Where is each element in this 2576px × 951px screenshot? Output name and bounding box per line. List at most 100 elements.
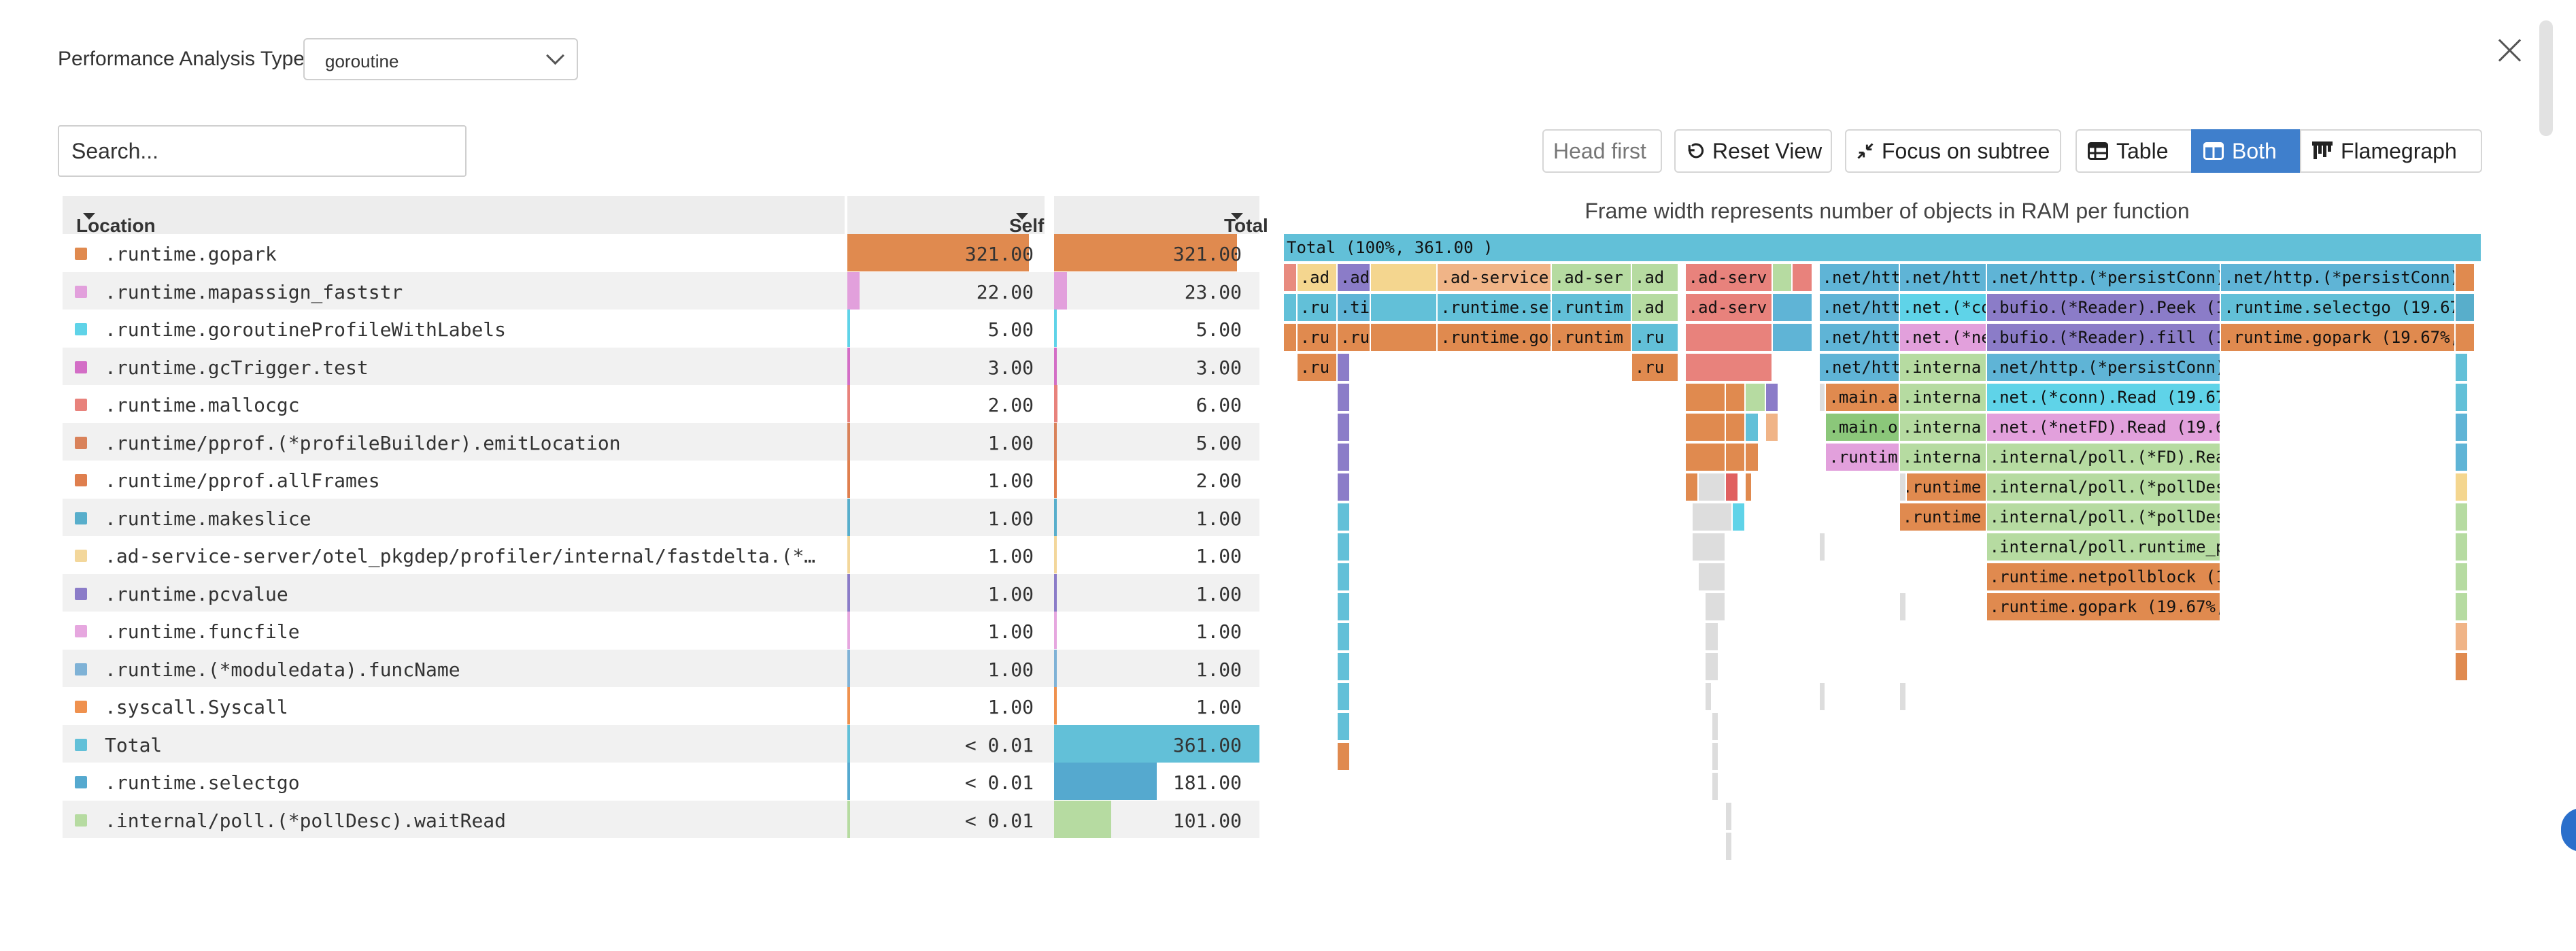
flame-frame[interactable]: .net/http xyxy=(1819,324,1900,352)
flame-frame[interactable] xyxy=(1899,473,1907,502)
flame-frame[interactable]: .ru xyxy=(1297,354,1338,382)
flame-frame[interactable] xyxy=(1706,683,1713,712)
flame-frame[interactable] xyxy=(2455,414,2469,442)
table-row[interactable]: .runtime.funcfile 1.00 1.00 xyxy=(63,612,1259,650)
flame-frame[interactable]: .runtime.sel xyxy=(1438,294,1552,322)
flame-frame[interactable]: .runtim xyxy=(1551,324,1632,352)
flame-frame[interactable]: .runtime.selectgo (19.67% xyxy=(2221,294,2456,322)
flame-frame[interactable] xyxy=(1725,444,1746,472)
flame-frame[interactable] xyxy=(1337,713,1351,741)
table-row[interactable]: .runtime.mapassign_faststr 22.00 23.00 xyxy=(63,271,1259,310)
flame-frame[interactable] xyxy=(1685,414,1726,442)
flame-frame[interactable] xyxy=(2455,593,2469,622)
flame-frame[interactable]: .ru xyxy=(1297,294,1338,322)
flame-frame[interactable] xyxy=(1692,533,1726,562)
flame-frame[interactable]: .ru xyxy=(1337,324,1371,352)
table-row[interactable]: .runtime.goroutineProfileWithLabels 5.00 5… xyxy=(63,310,1259,348)
flame-frame[interactable] xyxy=(1685,473,1699,502)
flame-frame[interactable] xyxy=(1725,803,1733,831)
flame-frame[interactable] xyxy=(1706,653,1719,682)
column-header-location[interactable]: Location xyxy=(63,196,845,236)
flame-frame[interactable] xyxy=(1370,324,1438,352)
flame-frame[interactable] xyxy=(1337,473,1351,502)
flame-frame[interactable]: .interna xyxy=(1899,444,1987,472)
flame-frame[interactable]: .runtime.netpollblock (19 xyxy=(1986,563,2222,592)
flame-frame[interactable] xyxy=(1712,773,1719,801)
flame-frame[interactable]: .net/http xyxy=(1819,264,1900,293)
scrollbar[interactable] xyxy=(2539,20,2553,136)
flame-frame[interactable]: .ru xyxy=(1631,324,1679,352)
flame-frame[interactable]: .ad-service- xyxy=(1438,264,1552,293)
view-both-button[interactable]: Both xyxy=(2191,129,2301,173)
flame-frame[interactable]: .ad xyxy=(1297,264,1338,293)
flame-frame[interactable] xyxy=(1725,384,1746,412)
flame-frame[interactable] xyxy=(1706,623,1719,652)
flame-frame[interactable] xyxy=(1337,444,1351,472)
flame-frame[interactable] xyxy=(2455,384,2469,412)
flame-frame[interactable] xyxy=(1370,294,1438,322)
flame-frame[interactable] xyxy=(1765,414,1780,442)
flame-frame[interactable] xyxy=(1699,563,1726,592)
flame-frame[interactable] xyxy=(2455,354,2469,382)
flame-frame[interactable] xyxy=(1706,593,1726,622)
table-row[interactable]: .runtime.gopark 321.00 321.00 xyxy=(63,234,1259,272)
flame-frame[interactable] xyxy=(1284,294,1298,322)
flame-frame[interactable] xyxy=(1712,743,1719,771)
flame-frame[interactable]: .net.(*netFD).Read (19.67 xyxy=(1986,414,2222,442)
column-header-self[interactable]: Self xyxy=(847,196,1045,236)
close-icon[interactable] xyxy=(2492,33,2528,68)
flame-frame[interactable] xyxy=(2455,264,2476,293)
flame-frame[interactable]: .internal/poll.(*pollDesc xyxy=(1986,503,2222,532)
view-flamegraph-button[interactable]: Flamegraph xyxy=(2300,129,2482,173)
flame-frame[interactable] xyxy=(1899,683,1907,712)
flame-frame[interactable] xyxy=(1337,384,1351,412)
flame-frame[interactable] xyxy=(1284,324,1298,352)
flame-frame[interactable] xyxy=(1732,503,1746,532)
flame-frame[interactable] xyxy=(2455,294,2476,322)
flame-frame[interactable] xyxy=(1746,473,1753,502)
flame-frame[interactable] xyxy=(1685,324,1773,352)
flame-frame[interactable] xyxy=(2455,503,2469,532)
flame-frame[interactable] xyxy=(1725,833,1733,861)
flame-frame[interactable] xyxy=(1746,384,1766,412)
help-button[interactable] xyxy=(2561,808,2576,852)
flame-frame[interactable]: .internal/poll.runtime_po xyxy=(1986,533,2222,562)
flame-frame[interactable] xyxy=(1685,354,1773,382)
flame-frame[interactable]: .internal/poll.(*pollDesc xyxy=(1986,473,2222,502)
flame-frame[interactable] xyxy=(1819,384,1827,412)
flame-frame[interactable] xyxy=(1725,414,1746,442)
flame-frame[interactable] xyxy=(1692,503,1733,532)
table-row[interactable]: .internal/poll.(*pollDesc).waitRead < 0.0… xyxy=(63,800,1259,838)
column-header-total[interactable]: Total xyxy=(1054,196,1268,236)
flame-frame[interactable]: Total (100%, 361.00 ) xyxy=(1284,234,2482,263)
flame-frame[interactable] xyxy=(1746,414,1759,442)
flame-frame[interactable] xyxy=(1772,294,1813,322)
flame-frame[interactable] xyxy=(1685,444,1726,472)
flame-frame[interactable]: .interna xyxy=(1899,354,1987,382)
flame-frame[interactable]: .runtime.gop xyxy=(1438,324,1552,352)
flame-frame[interactable]: .runtim xyxy=(1551,294,1632,322)
flame-frame[interactable]: .ad-ser xyxy=(1551,264,1632,293)
flame-frame[interactable] xyxy=(1337,563,1351,592)
table-row[interactable]: .ad-service-server/otel_pkgdep/profiler/… xyxy=(63,536,1259,574)
table-row[interactable]: .runtime.pcvalue 1.00 1.00 xyxy=(63,573,1259,612)
flame-frame[interactable] xyxy=(1819,533,1827,562)
flame-frame[interactable]: .bufio.(*Reader).fill (19 xyxy=(1986,324,2222,352)
flame-frame[interactable]: .ad xyxy=(1631,294,1679,322)
flame-frame[interactable]: .ad xyxy=(1337,264,1371,293)
flame-frame[interactable] xyxy=(1337,683,1351,712)
table-row[interactable]: .syscall.Syscall 1.00 1.00 xyxy=(63,687,1259,725)
flame-frame[interactable]: .runtime xyxy=(1899,473,1987,502)
table-row[interactable]: .runtime.selectgo < 0.01 181.00 xyxy=(63,763,1259,801)
flame-frame[interactable] xyxy=(1685,384,1726,412)
flame-frame[interactable] xyxy=(1793,264,1813,293)
flame-frame[interactable] xyxy=(1746,444,1759,472)
flame-frame[interactable]: .ru xyxy=(1297,324,1338,352)
flame-frame[interactable] xyxy=(1337,414,1351,442)
flame-frame[interactable] xyxy=(1337,743,1351,771)
flame-frame[interactable]: .interna xyxy=(1899,414,1987,442)
flame-frame[interactable]: .runtime xyxy=(1899,503,1987,532)
flame-frame[interactable] xyxy=(1337,533,1351,562)
focus-subtree-button[interactable]: Focus on subtree xyxy=(1845,129,2061,173)
flame-frame[interactable]: .net/http.(*persistConn). xyxy=(2221,264,2456,293)
